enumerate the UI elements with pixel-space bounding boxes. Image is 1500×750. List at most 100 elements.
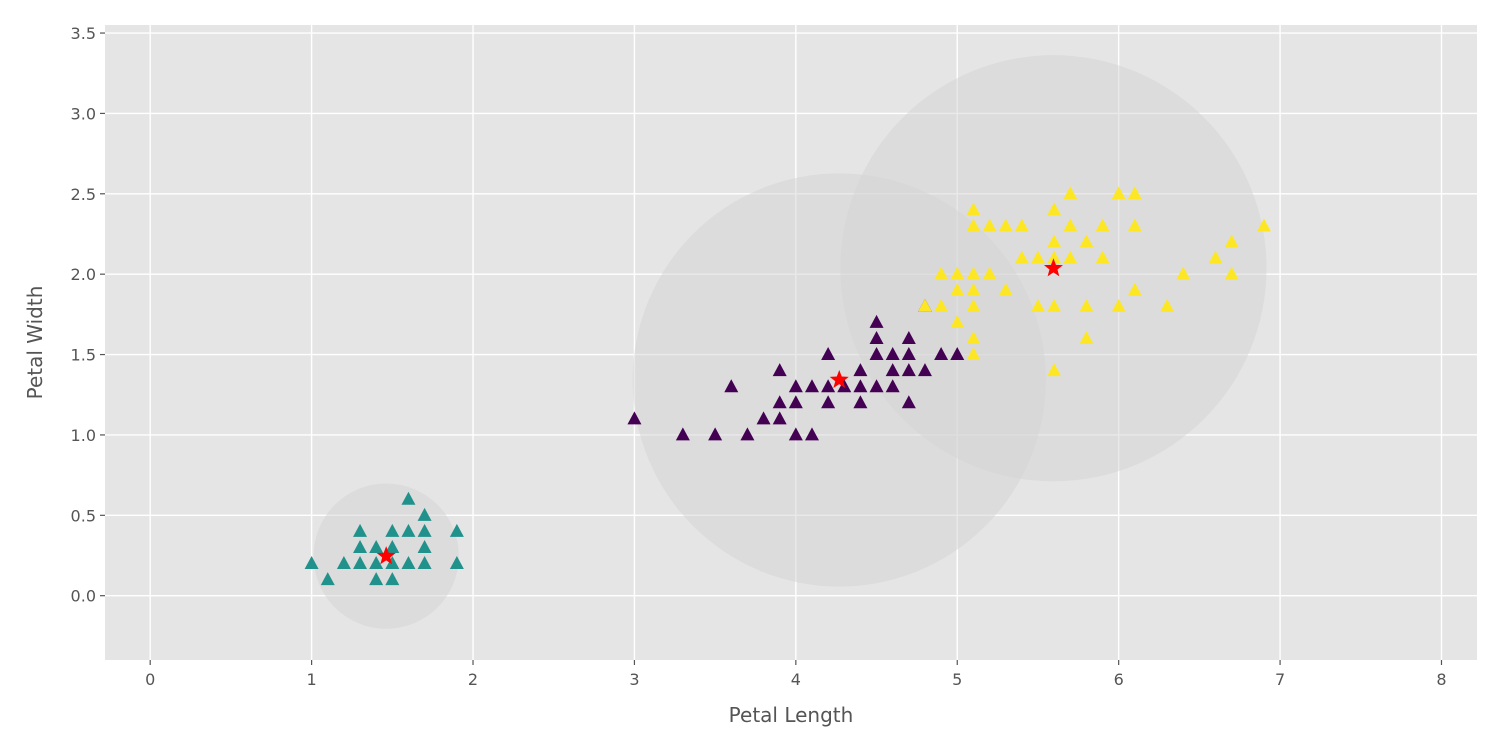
- data-point: [966, 347, 981, 361]
- data-point: [772, 363, 787, 377]
- data-point: [917, 298, 932, 312]
- x-tick-label: 1: [307, 670, 317, 689]
- x-tick-label: 5: [952, 670, 962, 689]
- data-point: [369, 539, 384, 553]
- data-point: [1063, 250, 1078, 264]
- data-point: [901, 330, 916, 344]
- data-point: [385, 556, 400, 570]
- data-point: [353, 539, 368, 553]
- data-point: [804, 427, 819, 441]
- data-point: [1030, 250, 1045, 264]
- centroid-star: [376, 546, 396, 565]
- data-point: [1047, 202, 1062, 216]
- data-point: [417, 539, 432, 553]
- data-point: [1014, 218, 1029, 232]
- data-point: [869, 347, 884, 361]
- y-tick-label: 3.0: [71, 104, 96, 123]
- data-point: [1111, 186, 1126, 200]
- data-point: [917, 363, 932, 377]
- y-tick-label: 3.5: [71, 24, 96, 43]
- data-point: [385, 572, 400, 586]
- data-point: [449, 556, 464, 570]
- data-point: [1224, 234, 1239, 248]
- data-point: [950, 266, 965, 280]
- data-point: [901, 347, 916, 361]
- y-tick-label: 2.0: [71, 265, 96, 284]
- x-tick-label: 3: [629, 670, 639, 689]
- y-tick-label: 2.5: [71, 185, 96, 204]
- data-point: [821, 347, 836, 361]
- data-point: [853, 395, 868, 409]
- x-tick-label: 4: [791, 670, 801, 689]
- y-axis-label: Petal Width: [23, 286, 47, 400]
- data-point: [998, 218, 1013, 232]
- data-point: [1079, 330, 1094, 344]
- data-point: [417, 523, 432, 537]
- data-point: [353, 523, 368, 537]
- data-point: [1047, 234, 1062, 248]
- y-tick-label: 0.5: [71, 506, 96, 525]
- data-point: [966, 298, 981, 312]
- data-point: [1111, 298, 1126, 312]
- centroid-star: [1043, 258, 1063, 277]
- data-point: [385, 539, 400, 553]
- data-point: [934, 347, 949, 361]
- data-point: [1127, 282, 1142, 296]
- data-point: [336, 556, 351, 570]
- data-point: [1176, 266, 1191, 280]
- data-point: [369, 572, 384, 586]
- x-tick-label: 7: [1275, 670, 1285, 689]
- data-point: [1063, 218, 1078, 232]
- data-point: [966, 330, 981, 344]
- data-point: [853, 379, 868, 393]
- data-point: [1095, 250, 1110, 264]
- data-point: [1014, 250, 1029, 264]
- data-point: [998, 282, 1013, 296]
- data-point: [627, 411, 642, 425]
- data-point: [740, 427, 755, 441]
- data-point: [788, 395, 803, 409]
- data-point: [1047, 298, 1062, 312]
- data-point: [821, 379, 836, 393]
- data-point: [353, 556, 368, 570]
- data-point: [1208, 250, 1223, 264]
- data-point: [869, 379, 884, 393]
- data-point: [869, 330, 884, 344]
- data-point: [1079, 234, 1094, 248]
- data-point: [950, 282, 965, 296]
- x-tick-label: 0: [145, 670, 155, 689]
- data-point: [1030, 298, 1045, 312]
- data-point: [756, 411, 771, 425]
- data-point: [982, 266, 997, 280]
- data-point: [385, 523, 400, 537]
- data-point: [401, 523, 416, 537]
- data-point: [853, 363, 868, 377]
- data-point: [401, 556, 416, 570]
- data-point: [934, 266, 949, 280]
- data-point: [804, 379, 819, 393]
- data-point: [869, 314, 884, 328]
- centroid-star: [829, 369, 849, 389]
- data-point: [788, 427, 803, 441]
- data-point: [1224, 266, 1239, 280]
- data-point: [1063, 186, 1078, 200]
- data-point: [885, 379, 900, 393]
- data-point: [449, 523, 464, 537]
- data-point: [982, 218, 997, 232]
- data-point: [1256, 218, 1271, 232]
- x-tick-label: 6: [1114, 670, 1124, 689]
- y-tick-label: 1.5: [71, 346, 96, 365]
- data-point: [1047, 250, 1062, 264]
- data-point: [417, 507, 432, 521]
- x-tick-label: 8: [1436, 670, 1446, 689]
- data-point: [1127, 218, 1142, 232]
- axis-ticks: 0 1 2 3 4 5 6 7 8 0.0 0.5 1.0 1.5 2.0 2.5 3.0 3.5: [71, 24, 1447, 689]
- data-point: [724, 379, 739, 393]
- data-point: [966, 202, 981, 216]
- data-point: [320, 572, 335, 586]
- data-points: [304, 186, 1271, 586]
- data-point: [950, 347, 965, 361]
- data-point: [788, 379, 803, 393]
- data-point: [950, 314, 965, 328]
